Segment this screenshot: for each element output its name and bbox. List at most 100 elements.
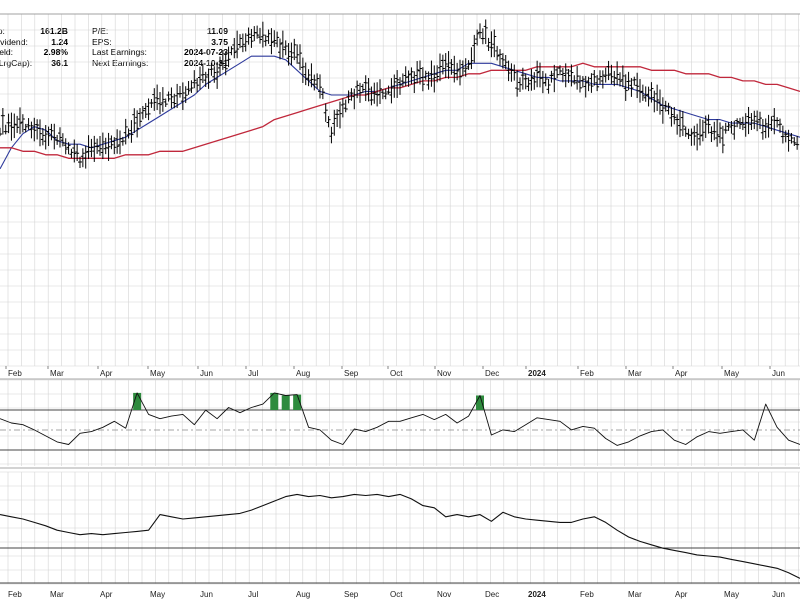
price-bar [0,127,2,137]
price-bar [123,118,128,145]
price-bar [778,118,782,133]
price-bar [220,49,225,70]
price-bar [709,126,714,142]
price-bar [260,21,265,48]
price-bar [83,145,88,169]
price-bar [635,72,640,99]
price-bar [40,127,45,146]
price-bar [95,138,100,154]
price-bar [143,103,148,119]
price-bar [680,110,685,137]
price-bar [315,73,320,89]
price-bar [98,136,102,156]
fundamental-label: TR (LrgCap): [0,57,33,68]
price-bar [46,126,51,146]
price-bar [303,62,308,86]
x-axis-tick-label: Nov [437,369,451,378]
price-bar [335,109,340,128]
price-bar [455,62,460,81]
fundamental-label: P/E: [92,26,109,36]
price-bar [575,66,580,90]
price-bar [409,67,414,85]
x-axis-tick-label: Dec [485,369,499,378]
price-bar [32,117,37,142]
price-bar [586,76,591,92]
price-bar [26,118,31,130]
price-bar [35,119,40,140]
price-bar [543,73,548,87]
price-bar [292,38,297,61]
price-bar [278,38,282,60]
price-bar [369,86,374,106]
price-bar [120,136,125,146]
price-bar [438,53,442,82]
x-axis-tick-label: 2024 [528,590,546,599]
price-bar [663,100,668,112]
price-bar [152,88,157,111]
price-bar [6,113,11,134]
price-bar [715,119,720,147]
price-bar [563,63,568,88]
price-bar [106,132,111,161]
price-bar [649,82,654,103]
fundamental-value: 11.09 [206,26,228,36]
price-bar [660,97,665,124]
price-bar [269,28,274,55]
price-bar [249,28,254,48]
fundamental-label: t Cap: [0,26,5,36]
price-bar [3,124,8,135]
price-bar [475,29,480,46]
price-bar [760,119,765,140]
price-bars [0,19,800,169]
price-bar [638,78,642,103]
price-bar [515,70,520,97]
price-bar [366,77,371,102]
price-bar [529,69,534,91]
price-bar [60,133,65,147]
rsi-line [0,392,800,446]
x-axis-tick-label: Feb [580,590,594,599]
price-bar [246,27,251,45]
price-bar [546,78,551,94]
price-bar [609,64,614,84]
price-bar [200,65,205,84]
rsi-overbought-fill [293,394,302,410]
price-bar [480,28,485,45]
x-axis-tick-label: Feb [8,369,22,378]
x-axis-tick-label: Jun [772,590,785,599]
price-bar [429,60,434,87]
price-bar [146,98,151,121]
price-bar [275,31,280,48]
price-bar [389,78,394,104]
price-bar [520,67,525,90]
x-axis-tick-label: Mar [50,369,64,378]
price-bar [75,144,80,162]
price-bar [126,128,131,139]
fundamental-row: Next Earnings: 2024-10-31 [92,58,228,69]
price-bar [629,78,634,97]
price-bar [769,116,774,131]
fundamental-row: Last Earnings: 2024-07-23 [92,47,228,58]
price-bar [449,59,454,75]
price-bar [655,84,660,111]
price-bar [795,135,800,150]
price-bar [383,88,388,100]
price-bar [578,75,582,93]
price-bar [580,76,585,88]
price-bar [700,119,705,142]
price-bar [598,70,602,85]
price-bar [332,109,337,136]
price-bar [595,74,600,92]
price-bar [672,107,677,125]
price-bar [266,29,271,44]
price-bar [492,29,497,58]
price-bar [572,75,577,85]
price-bar [423,70,428,80]
price-bar [20,114,25,133]
price-bar [243,33,248,52]
price-bar [298,44,302,71]
relative-strength-line [0,493,800,579]
price-bar [340,98,345,118]
price-bar [589,73,594,93]
x-axis-tick-label: Apr [100,590,113,599]
